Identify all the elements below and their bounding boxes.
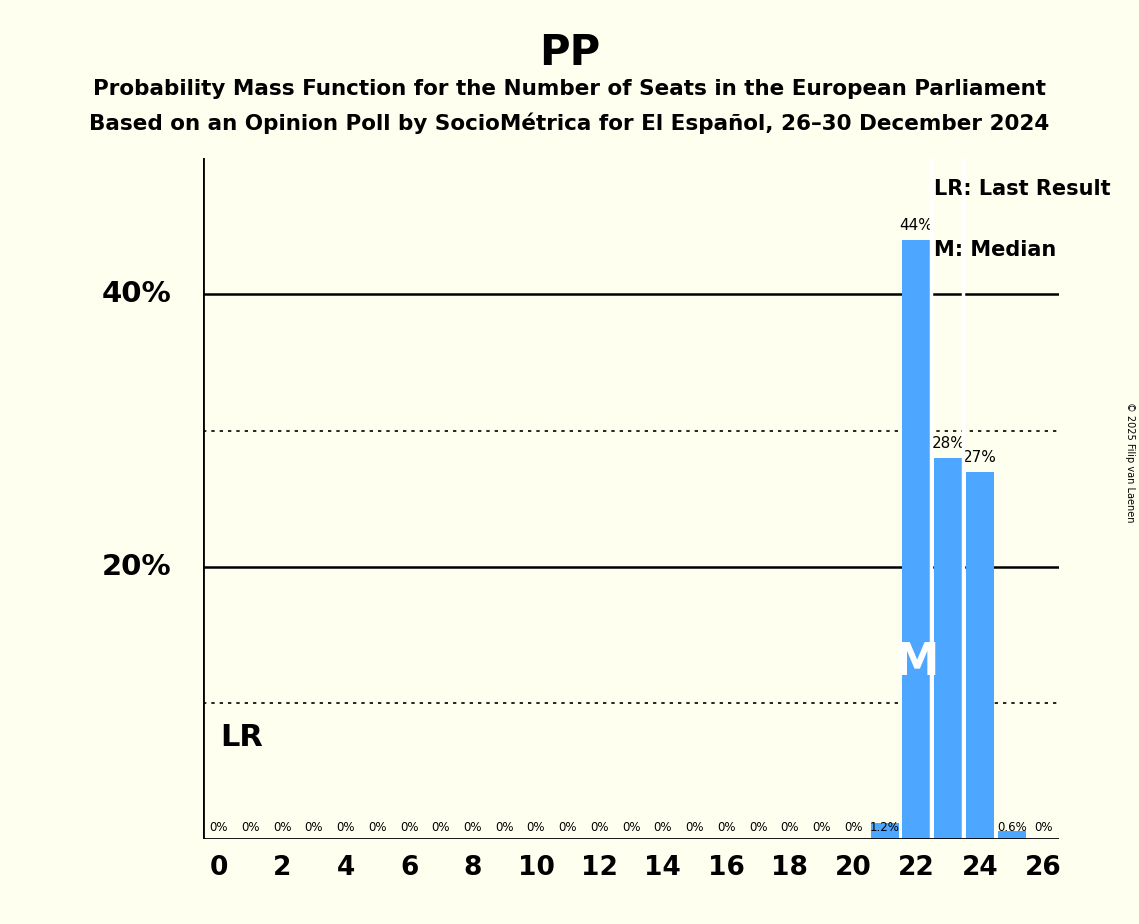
Text: 0%: 0%	[844, 821, 862, 833]
Text: 0%: 0%	[273, 821, 292, 833]
Text: 0%: 0%	[336, 821, 355, 833]
Text: Probability Mass Function for the Number of Seats in the European Parliament: Probability Mass Function for the Number…	[93, 79, 1046, 99]
Text: Based on an Opinion Poll by SocioMétrica for El Español, 26–30 December 2024: Based on an Opinion Poll by SocioMétrica…	[89, 113, 1050, 134]
Text: LR: Last Result: LR: Last Result	[934, 178, 1111, 199]
Text: 0%: 0%	[1034, 821, 1052, 833]
Text: 0%: 0%	[241, 821, 260, 833]
Text: 0%: 0%	[622, 821, 640, 833]
Text: 27%: 27%	[964, 450, 997, 465]
Text: 0%: 0%	[304, 821, 323, 833]
Text: 0%: 0%	[210, 821, 228, 833]
Text: 1.2%: 1.2%	[870, 821, 900, 833]
Text: 0%: 0%	[400, 821, 418, 833]
Bar	[902, 240, 931, 839]
Bar	[870, 823, 899, 839]
Text: 0%: 0%	[654, 821, 672, 833]
Text: 0%: 0%	[526, 821, 546, 833]
Text: 0%: 0%	[590, 821, 608, 833]
Bar	[966, 471, 994, 839]
Text: 40%: 40%	[101, 281, 171, 309]
Text: 0.6%: 0.6%	[997, 821, 1026, 833]
Text: 0%: 0%	[495, 821, 514, 833]
Text: 0%: 0%	[432, 821, 450, 833]
Text: PP: PP	[539, 32, 600, 74]
Text: 0%: 0%	[686, 821, 704, 833]
Bar	[934, 458, 962, 839]
Text: 0%: 0%	[748, 821, 768, 833]
Text: M: M	[894, 640, 939, 684]
Text: LR: LR	[220, 723, 263, 751]
Text: 0%: 0%	[718, 821, 736, 833]
Text: 0%: 0%	[464, 821, 482, 833]
Text: 0%: 0%	[812, 821, 830, 833]
Text: M: Median: M: Median	[934, 240, 1056, 260]
Text: 28%: 28%	[932, 436, 966, 451]
Text: 20%: 20%	[101, 553, 171, 581]
Text: 0%: 0%	[368, 821, 386, 833]
Bar	[998, 831, 1026, 839]
Text: © 2025 Filip van Laenen: © 2025 Filip van Laenen	[1125, 402, 1134, 522]
Text: 0%: 0%	[558, 821, 577, 833]
Text: 0%: 0%	[780, 821, 800, 833]
Text: 44%: 44%	[900, 218, 934, 233]
